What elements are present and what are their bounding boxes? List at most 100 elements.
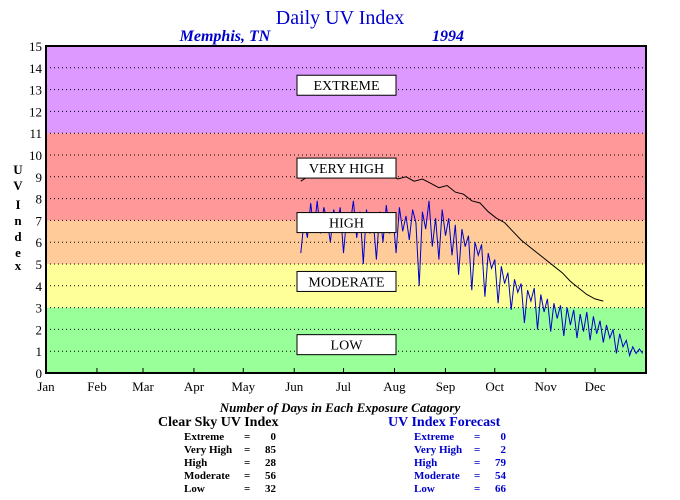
band-labels: LOW MODERATE HIGH VERY HIGH EXTREME xyxy=(296,74,397,356)
x-tick-label: Jun xyxy=(285,379,304,394)
x-tick-label: Nov xyxy=(535,379,558,394)
band-label-moderate: MODERATE xyxy=(308,275,384,290)
y-axis-label-letter: e xyxy=(15,245,21,260)
forecast-row-value: 66 xyxy=(495,483,506,495)
x-tick-label: Mar xyxy=(132,379,154,394)
y-axis-label-letter: x xyxy=(15,258,22,273)
clear-sky-title: Clear Sky UV Index xyxy=(158,415,279,430)
y-tick-label: 0 xyxy=(36,366,43,381)
forecast-row-equals: = xyxy=(474,457,481,469)
x-tick-label: May xyxy=(231,379,255,394)
forecast-row-value: 0 xyxy=(500,431,507,443)
y-tick-label: 10 xyxy=(29,148,42,163)
y-tick-label: 7 xyxy=(36,213,43,228)
forecast-row-label: Moderate xyxy=(414,470,460,482)
year-label: 1994 xyxy=(432,28,464,45)
x-tick-label: Aug xyxy=(383,379,406,394)
clear-sky-stats: Clear Sky UV Index Extreme = 0 Very High = 85… xyxy=(158,415,278,496)
forecast-row-value: 79 xyxy=(495,457,506,469)
clear-sky-row-value: 56 xyxy=(265,470,276,482)
x-axis-ticks: Jan Feb Mar Apr May Jun Jul Aug Sep Oct Nov Dec xyxy=(37,368,606,394)
clear-sky-row-label: Low xyxy=(184,483,205,495)
y-axis-label-letter: U xyxy=(13,162,23,177)
y-tick-label: 4 xyxy=(36,279,43,294)
forecast-rows: Extreme = 0 Very High = 2 High = 79 Moderate = 54 Lo… xyxy=(388,431,506,496)
y-tick-label: 8 xyxy=(36,192,43,207)
forecast-row-label: Very High xyxy=(414,444,463,456)
forecast-row-value: 54 xyxy=(495,470,506,482)
clear-sky-row-label: Very High xyxy=(184,444,233,456)
clear-sky-row-equals: = xyxy=(244,431,251,443)
x-tick-label: Sep xyxy=(436,379,456,394)
clear-sky-row-equals: = xyxy=(244,444,251,456)
clear-sky-row-equals: = xyxy=(244,457,251,469)
y-tick-label: 14 xyxy=(29,61,43,76)
plot-frame xyxy=(45,45,647,374)
y-tick-label: 9 xyxy=(36,170,43,185)
y-tick-label: 13 xyxy=(29,83,42,98)
clear-sky-row-label: High xyxy=(184,457,208,469)
y-tick-label: 5 xyxy=(36,257,43,272)
clear-sky-row: Moderate = 56 xyxy=(158,470,278,483)
y-tick-label: 3 xyxy=(36,301,43,316)
stats-caption: Number of Days in Each Exposure Catagory xyxy=(219,400,461,415)
forecast-row-value: 2 xyxy=(500,444,507,456)
forecast-row-label: Low xyxy=(414,483,435,495)
band-label-box-very-high xyxy=(296,157,397,179)
forecast-row-equals: = xyxy=(474,470,481,482)
y-axis-label-letter: V xyxy=(13,178,23,193)
forecast-row: Very High = 2 xyxy=(388,444,506,457)
forecast-row: Moderate = 54 xyxy=(388,470,506,483)
uv-index-chart: Daily UV Index Memphis, TN 1994 LOW MODER… xyxy=(13,7,647,394)
forecast-row: Low = 66 xyxy=(388,483,506,496)
forecast-row-equals: = xyxy=(474,483,481,495)
band-label-box-extreme xyxy=(296,74,397,96)
clear-sky-row-value: 85 xyxy=(265,444,276,456)
band-label-extreme: EXTREME xyxy=(313,79,379,94)
forecast-row-equals: = xyxy=(474,431,481,443)
clear-sky-row-equals: = xyxy=(244,470,251,482)
x-tick-label: Jan xyxy=(37,379,55,394)
x-tick-label: Apr xyxy=(184,379,205,394)
clear-sky-row-value: 32 xyxy=(265,483,276,495)
clear-sky-row: Low = 32 xyxy=(158,483,278,496)
y-tick-label: 2 xyxy=(36,322,43,337)
x-tick-label: Feb xyxy=(87,379,107,394)
y-tick-label: 12 xyxy=(29,104,42,119)
chart-title: Daily UV Index xyxy=(276,7,405,29)
y-tick-label: 11 xyxy=(29,126,42,141)
clear-sky-rows: Extreme = 0 Very High = 85 High = 28 Moderate = 56 L… xyxy=(158,431,278,496)
x-tick-label: Dec xyxy=(585,379,606,394)
clear-sky-row-equals: = xyxy=(244,483,251,495)
band-label-box-moderate xyxy=(296,270,397,292)
forecast-row-label: Extreme xyxy=(414,431,455,443)
band-label-box-low xyxy=(296,334,397,356)
clear-sky-row: High = 28 xyxy=(158,457,278,470)
forecast-stats: UV Index Forecast Extreme = 0 Very High = 2 Hi… xyxy=(388,415,506,496)
y-axis-label-letter: d xyxy=(14,229,22,244)
exposure-stats: Number of Days in Each Exposure Catagory… xyxy=(0,400,680,500)
band-label-low: LOW xyxy=(331,339,364,354)
y-axis-label-letter: n xyxy=(14,213,22,228)
location-label: Memphis, TN xyxy=(179,28,272,45)
clear-sky-row-label: Moderate xyxy=(184,470,230,482)
band-label-high: HIGH xyxy=(329,217,364,232)
clear-sky-row-value: 28 xyxy=(265,457,276,469)
forecast-row: Extreme = 0 xyxy=(388,431,506,444)
clear-sky-row-label: Extreme xyxy=(184,431,225,443)
gridlines xyxy=(46,67,646,352)
x-tick-label: Jul xyxy=(336,379,352,394)
y-tick-label: 6 xyxy=(36,235,43,250)
y-axis-label-letter: I xyxy=(15,197,20,212)
band-label-very-high: VERY HIGH xyxy=(309,162,384,177)
forecast-row-equals: = xyxy=(474,444,481,456)
y-tick-label: 1 xyxy=(36,344,43,359)
band-label-box-high xyxy=(296,212,397,234)
x-tick-label: Oct xyxy=(485,379,504,394)
forecast-row: High = 79 xyxy=(388,457,506,470)
y-tick-label: 15 xyxy=(29,39,42,54)
forecast-title: UV Index Forecast xyxy=(388,415,501,430)
